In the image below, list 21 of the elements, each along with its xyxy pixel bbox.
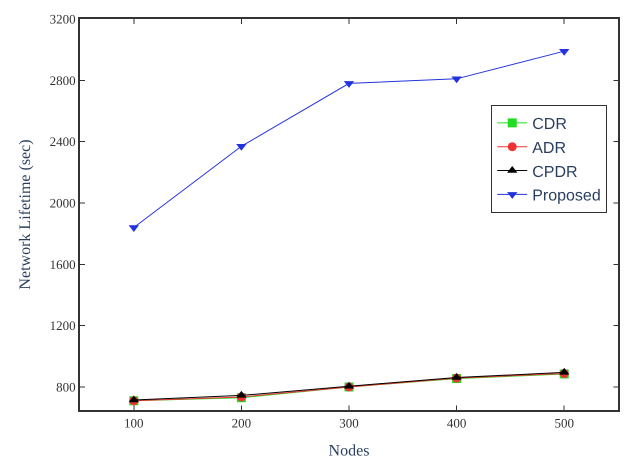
y-axis-title: Network Lifetime (sec) [17,139,34,290]
legend-label: ADR [532,140,566,157]
point [128,225,139,232]
x-tick-label: 500 [554,415,574,430]
y-tick-label: 3200 [50,12,76,27]
x-tick-label: 100 [124,415,144,430]
legend-label: CDR [532,116,567,134]
y-tick-label: 2800 [50,72,76,88]
y-tick-label: 1600 [50,256,76,272]
legend-label: Proposed [532,188,601,205]
x-axis-title: Nodes [328,442,370,460]
y-tick-label: 800 [56,380,76,395]
x-tick-label: 400 [446,415,466,430]
point [559,48,570,56]
point [559,368,570,375]
y-tick-label: 2000 [50,196,76,211]
x-tick-label: 200 [232,415,252,430]
legend-label: CPDR [532,164,578,181]
x-tick-label: 300 [339,415,359,430]
y-tick-label: 1200 [50,318,76,334]
y-tick-label: 2400 [50,134,76,150]
